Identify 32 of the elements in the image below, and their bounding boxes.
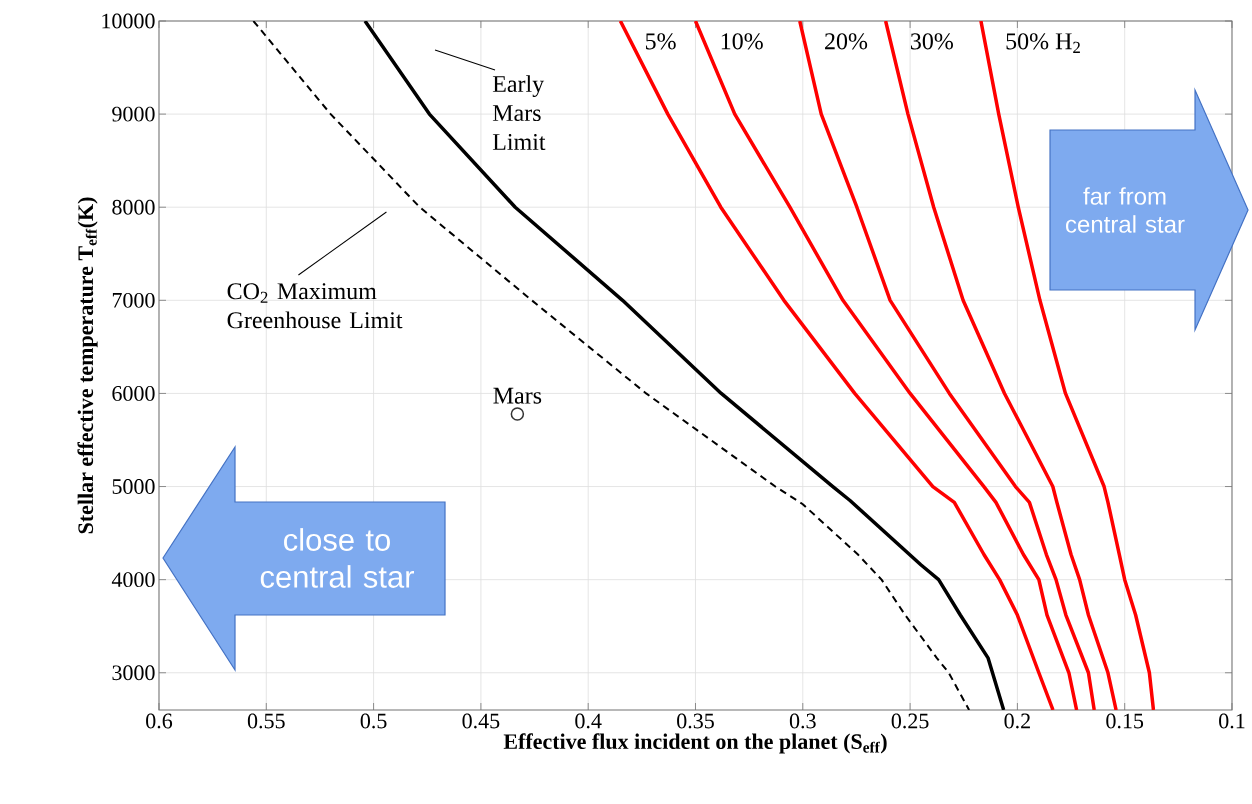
y-tick-label: 7000 bbox=[112, 292, 155, 308]
x-tick-label: 0.35 bbox=[677, 713, 714, 729]
x-tick-label: 0.5 bbox=[360, 713, 387, 729]
series-label: Mars bbox=[493, 387, 542, 404]
x-tick-label: 0.1 bbox=[1219, 713, 1245, 729]
annotation: close to central star bbox=[260, 528, 414, 588]
x-tick-label: 0.55 bbox=[247, 713, 285, 729]
x-tick-label: 0.3 bbox=[789, 713, 816, 729]
series-label: Early Mars Limit bbox=[492, 75, 546, 151]
x-tick-label: 0.2 bbox=[1004, 713, 1030, 729]
x-axis-title: Effective flux incident on the planet (S$_{eff}$) bbox=[503, 733, 887, 754]
y-tick-label: 10000 bbox=[102, 13, 155, 29]
y-axis-title: Stellar effective temperature T$_{eff}$(K) bbox=[77, 197, 98, 534]
series-label: 10% bbox=[721, 33, 763, 50]
y-tick-label: 6000 bbox=[112, 386, 155, 401]
y-tick-label: 3000 bbox=[112, 665, 155, 681]
x-tick-label: 0.25 bbox=[891, 713, 929, 729]
series-label: 20% bbox=[825, 33, 868, 50]
y-tick-label: 8000 bbox=[112, 199, 155, 215]
x-tick-label: 0.15 bbox=[1106, 713, 1144, 729]
y-tick-label: 5000 bbox=[112, 479, 155, 494]
y-tick-label: 4000 bbox=[111, 572, 155, 588]
x-tick-label: 0.6 bbox=[146, 713, 173, 729]
line-series bbox=[618, 21, 1055, 710]
x-tick-label: 0.45 bbox=[462, 713, 500, 729]
x-tick-label: 0.4 bbox=[575, 713, 602, 729]
text: CO$_{2}$ Maximum Greenhouse Limit bbox=[227, 283, 403, 329]
annotation: far from central star bbox=[1066, 187, 1185, 233]
series-label: 50% H$_{2}$ bbox=[1006, 33, 1080, 53]
series-label: 30% bbox=[910, 33, 953, 50]
series-label: 5% bbox=[645, 33, 676, 50]
y-tick-label: 9000 bbox=[112, 106, 155, 122]
